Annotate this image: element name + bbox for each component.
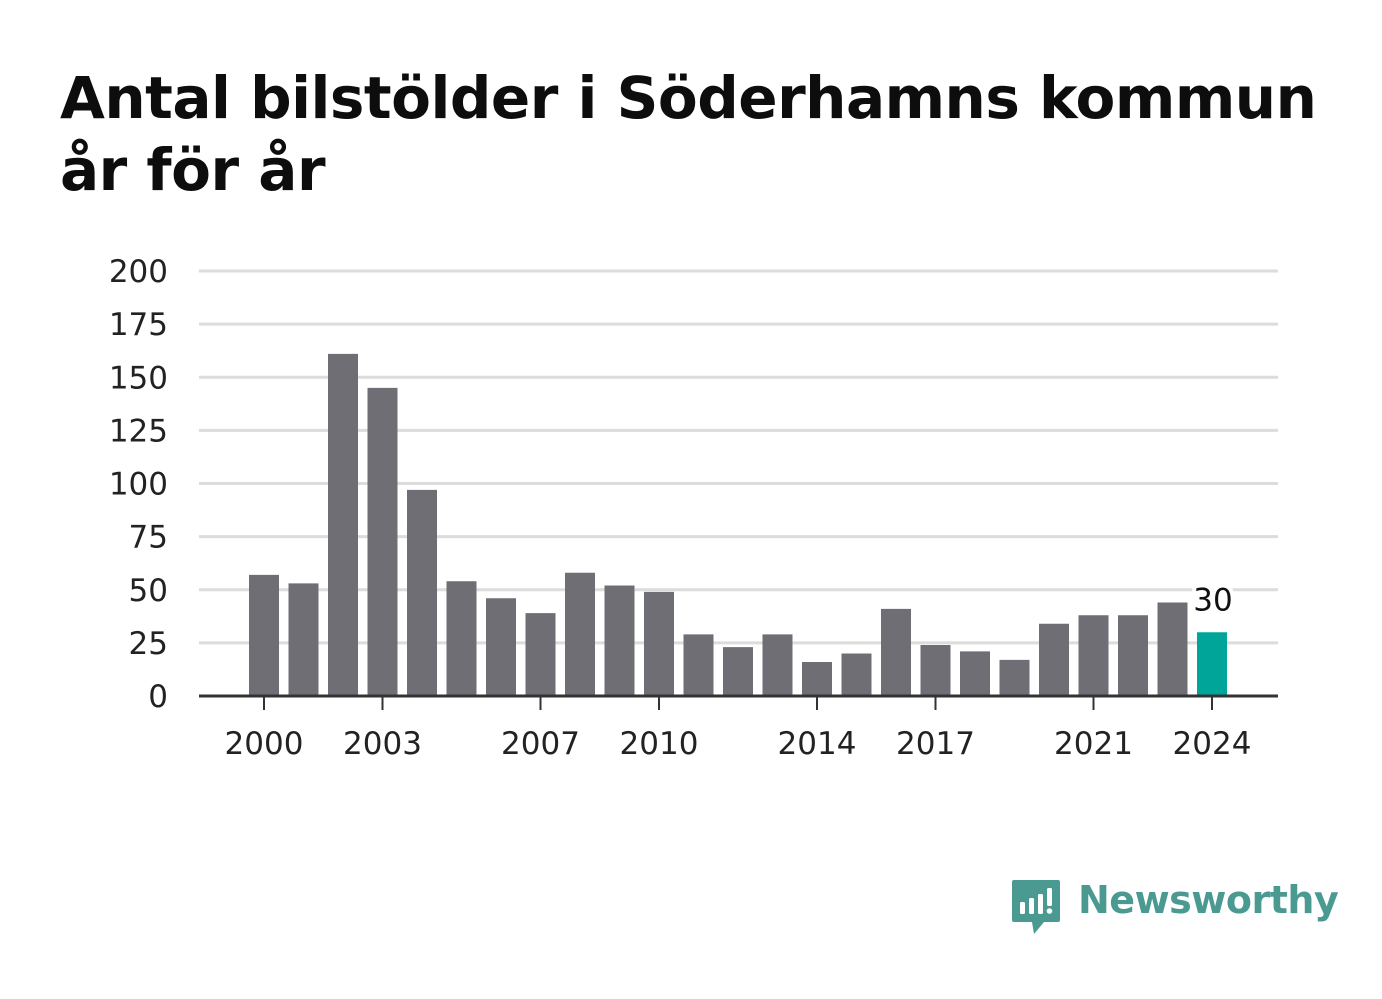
x-tick-label: 2021 <box>1054 726 1133 762</box>
bar-2015 <box>841 653 872 696</box>
x-tick-label: 2024 <box>1173 726 1252 762</box>
bar-2009 <box>604 585 635 696</box>
bar-2024 <box>1197 632 1227 696</box>
bar-2013 <box>762 634 793 696</box>
y-tick-label: 25 <box>129 626 168 662</box>
x-tick-label: 2010 <box>620 726 699 762</box>
bar-2010 <box>644 591 674 696</box>
brand: Newsworthy <box>1010 876 1339 940</box>
x-axis-ticks: 2000 2003 2007 2010 2014 2017 2021 2024 <box>225 696 1252 762</box>
bar-2006 <box>486 598 516 696</box>
chart-title: Antal bilstölder i Söderhamns kommun år … <box>60 64 1317 204</box>
y-axis-ticks: 0 25 50 75 100 125 150 175 200 <box>109 254 168 715</box>
bar-2018 <box>960 651 990 696</box>
bar-2019 <box>999 659 1030 696</box>
x-tick-label: 2003 <box>343 726 422 762</box>
bar-2000 <box>249 574 279 696</box>
bar-2021 <box>1078 615 1109 696</box>
x-tick-label: 2017 <box>896 726 975 762</box>
y-tick-label: 75 <box>129 520 168 556</box>
newsworthy-logo-icon <box>1012 880 1060 934</box>
bar-2004 <box>407 489 437 696</box>
bar-2014 <box>802 662 832 696</box>
bar-2001 <box>288 583 319 696</box>
y-tick-label: 125 <box>109 413 168 449</box>
y-tick-label: 175 <box>109 307 168 343</box>
bar-2017 <box>920 645 951 696</box>
y-tick-label: 200 <box>109 254 168 290</box>
bar-2008 <box>565 572 595 696</box>
bar-2016 <box>881 608 911 696</box>
brand-name: Newsworthy <box>1078 878 1339 922</box>
data-labels: 30 <box>1189 578 1236 622</box>
grid-lines <box>199 269 1278 645</box>
x-tick-label: 2007 <box>501 726 580 762</box>
bar-2002 <box>328 353 358 696</box>
y-tick-label: 100 <box>109 467 168 503</box>
bar-2005 <box>446 581 477 696</box>
bar-2020 <box>1039 623 1069 696</box>
x-tick-label: 2000 <box>225 726 304 762</box>
bar-2011 <box>683 634 714 696</box>
bar-2023 <box>1157 602 1188 696</box>
x-tick-label: 2014 <box>778 726 857 762</box>
bar-2003 <box>367 387 398 696</box>
bar-2007 <box>525 613 556 696</box>
bars <box>249 353 1227 696</box>
data-label-2024: 30 <box>1193 582 1232 618</box>
y-tick-label: 150 <box>109 360 168 396</box>
bar-2012 <box>723 647 753 696</box>
y-tick-label: 50 <box>129 573 168 609</box>
y-tick-label: 0 <box>148 679 168 715</box>
bar-2022 <box>1118 615 1148 696</box>
